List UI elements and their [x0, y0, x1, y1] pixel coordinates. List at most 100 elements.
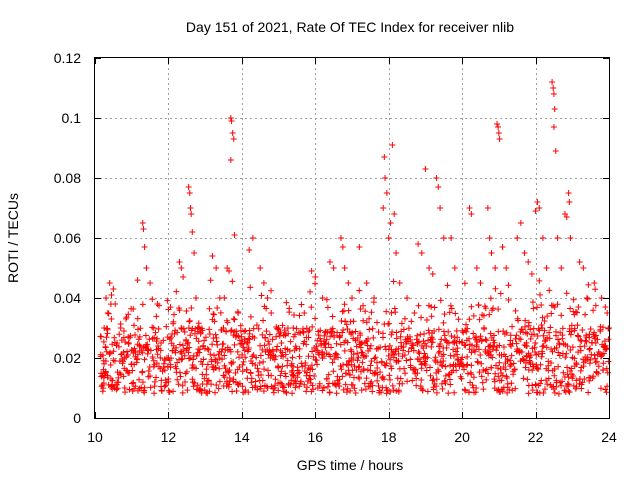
data-point — [389, 382, 396, 389]
data-point — [227, 328, 234, 335]
data-point — [385, 235, 392, 241]
data-point — [469, 382, 476, 389]
data-point — [466, 389, 473, 396]
data-point — [187, 205, 194, 211]
data-point — [435, 184, 442, 190]
data-point — [301, 310, 308, 316]
data-point — [139, 379, 146, 386]
data-point — [374, 364, 381, 371]
data-point — [279, 363, 286, 370]
data-point — [126, 386, 133, 393]
data-point — [340, 386, 347, 393]
data-point — [452, 310, 459, 317]
data-point — [433, 175, 440, 181]
data-point — [458, 375, 465, 382]
data-point — [154, 301, 161, 307]
data-point — [167, 304, 174, 311]
x-tick-label: 20 — [454, 429, 470, 445]
data-point — [414, 332, 421, 339]
data-point — [363, 375, 370, 382]
data-point — [305, 353, 312, 360]
data-point — [525, 319, 532, 326]
data-point — [473, 265, 480, 271]
data-point — [289, 367, 296, 374]
x-tick-label: 14 — [234, 429, 250, 445]
data-point — [235, 333, 242, 340]
data-point — [386, 320, 393, 327]
data-point — [586, 346, 593, 353]
data-point — [375, 329, 382, 336]
data-point — [591, 352, 598, 359]
data-point — [387, 356, 394, 363]
data-point — [429, 336, 436, 343]
data-point — [360, 317, 367, 324]
data-point — [263, 305, 270, 312]
data-point — [206, 326, 213, 333]
data-point — [421, 350, 428, 357]
data-point — [366, 326, 373, 333]
data-point — [405, 348, 412, 355]
data-point — [347, 318, 354, 325]
data-point — [369, 382, 376, 389]
data-point — [173, 344, 180, 351]
data-point — [521, 250, 528, 256]
data-point — [464, 325, 471, 332]
data-point — [216, 365, 223, 372]
data-point — [337, 235, 344, 241]
data-point — [505, 297, 512, 304]
data-point — [103, 334, 110, 341]
data-point — [564, 364, 571, 371]
data-point — [462, 387, 469, 394]
data-point — [602, 386, 609, 393]
data-point — [407, 336, 414, 343]
data-point — [211, 352, 218, 359]
data-point — [487, 295, 494, 302]
data-point — [272, 353, 279, 360]
data-point — [577, 336, 584, 343]
data-point — [122, 315, 129, 322]
data-point — [230, 136, 237, 142]
data-point — [299, 325, 306, 332]
data-point — [354, 335, 361, 342]
data-point — [322, 340, 329, 347]
data-point — [287, 338, 294, 345]
data-point — [550, 302, 557, 309]
data-point — [404, 295, 411, 301]
data-point — [260, 317, 267, 324]
data-point — [246, 247, 253, 253]
data-point — [369, 325, 376, 332]
data-point — [520, 356, 527, 363]
data-point — [431, 328, 438, 335]
data-point — [523, 353, 530, 360]
data-point — [573, 383, 580, 390]
data-point — [361, 380, 368, 387]
data-point — [274, 343, 281, 350]
data-point — [259, 331, 266, 338]
data-point — [203, 366, 210, 373]
data-point — [309, 348, 316, 355]
data-point — [498, 377, 505, 384]
data-point — [531, 331, 538, 338]
data-point — [341, 265, 348, 271]
data-point — [168, 334, 175, 341]
data-point — [543, 344, 550, 351]
data-point — [441, 311, 448, 318]
data-point — [187, 354, 194, 361]
data-point — [464, 361, 471, 368]
data-point — [408, 318, 415, 325]
data-point — [407, 362, 414, 369]
data-point — [357, 306, 364, 313]
data-point — [154, 335, 161, 342]
data-point — [375, 383, 382, 390]
data-point — [129, 380, 136, 387]
data-point — [179, 355, 186, 362]
data-point — [535, 350, 542, 357]
data-point — [446, 309, 453, 316]
data-point — [202, 334, 209, 341]
data-point — [226, 268, 233, 274]
data-point — [537, 380, 544, 387]
data-point — [158, 387, 165, 394]
data-point — [136, 376, 143, 383]
data-point — [165, 355, 172, 361]
data-point — [228, 327, 235, 334]
